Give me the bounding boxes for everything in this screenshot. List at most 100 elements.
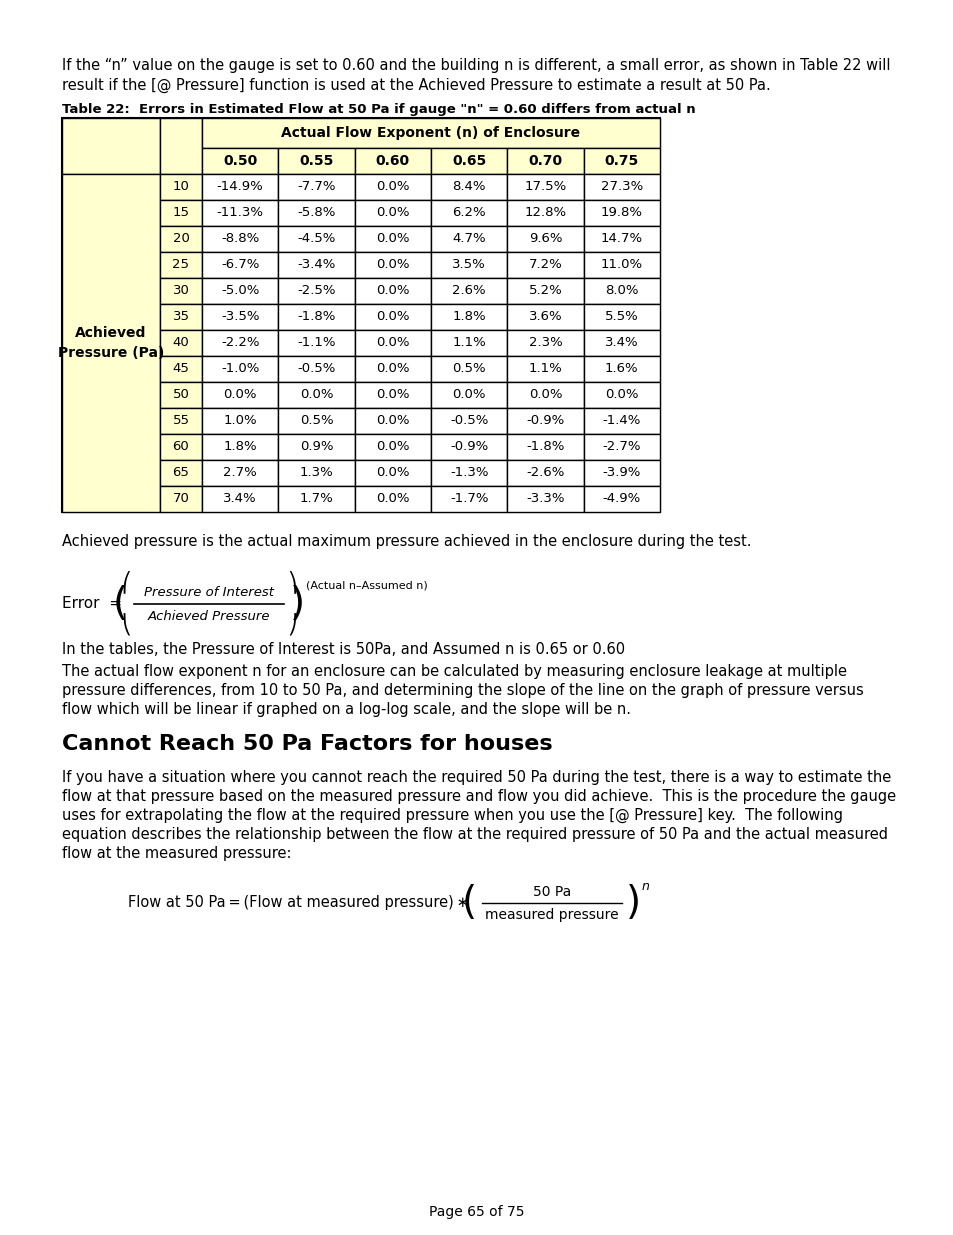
Text: 0.0%: 0.0%: [375, 363, 409, 375]
Text: 5.5%: 5.5%: [604, 310, 639, 324]
Text: -2.7%: -2.7%: [602, 441, 640, 453]
Bar: [583, 459, 659, 487]
Text: -1.8%: -1.8%: [297, 310, 335, 324]
Text: -0.5%: -0.5%: [450, 415, 488, 427]
Bar: [160, 356, 202, 382]
Bar: [202, 148, 278, 174]
Bar: [583, 200, 659, 226]
Text: 3.4%: 3.4%: [223, 493, 256, 505]
Bar: [431, 304, 507, 330]
Text: 7.2%: 7.2%: [528, 258, 561, 272]
Text: 2.7%: 2.7%: [223, 467, 256, 479]
Text: equation describes the relationship between the flow at the required pressure of: equation describes the relationship betw…: [62, 827, 887, 842]
Bar: [278, 487, 355, 513]
Bar: [507, 252, 583, 278]
Text: 0.60: 0.60: [375, 154, 410, 168]
Bar: [583, 382, 659, 408]
Bar: [160, 226, 202, 252]
Bar: [278, 330, 355, 356]
Text: -8.8%: -8.8%: [221, 232, 259, 246]
Text: 0.0%: 0.0%: [604, 389, 638, 401]
Text: 8.4%: 8.4%: [452, 180, 485, 194]
Bar: [278, 252, 355, 278]
Text: 10: 10: [172, 180, 190, 194]
Bar: [202, 330, 278, 356]
Bar: [507, 304, 583, 330]
Text: -3.4%: -3.4%: [297, 258, 335, 272]
Text: flow which will be linear if graphed on a log-log scale, and the slope will be n: flow which will be linear if graphed on …: [62, 701, 630, 718]
Bar: [583, 304, 659, 330]
Bar: [202, 356, 278, 382]
Text: -3.5%: -3.5%: [221, 310, 259, 324]
Bar: [431, 252, 507, 278]
Text: 8.0%: 8.0%: [604, 284, 638, 298]
Text: 11.0%: 11.0%: [600, 258, 642, 272]
Text: -4.9%: -4.9%: [602, 493, 640, 505]
Text: 50 Pa: 50 Pa: [533, 885, 571, 899]
Bar: [355, 174, 431, 200]
Text: 40: 40: [172, 336, 190, 350]
Text: 0.0%: 0.0%: [375, 493, 409, 505]
Bar: [202, 433, 278, 459]
Bar: [278, 459, 355, 487]
Bar: [583, 252, 659, 278]
Bar: [202, 252, 278, 278]
Bar: [355, 330, 431, 356]
Text: 0.0%: 0.0%: [375, 415, 409, 427]
Bar: [431, 278, 507, 304]
Bar: [278, 278, 355, 304]
Bar: [278, 148, 355, 174]
Text: 3.6%: 3.6%: [528, 310, 561, 324]
Text: 14.7%: 14.7%: [600, 232, 642, 246]
Text: uses for extrapolating the flow at the required pressure when you use the [@ Pre: uses for extrapolating the flow at the r…: [62, 808, 842, 824]
Text: 0.0%: 0.0%: [299, 389, 333, 401]
Text: 30: 30: [172, 284, 190, 298]
Bar: [507, 459, 583, 487]
Bar: [202, 459, 278, 487]
Bar: [202, 408, 278, 433]
Text: flow at that pressure based on the measured pressure and flow you did achieve.  : flow at that pressure based on the measu…: [62, 789, 895, 804]
Bar: [583, 226, 659, 252]
Bar: [355, 433, 431, 459]
Text: 65: 65: [172, 467, 190, 479]
Bar: [355, 252, 431, 278]
Text: 0.0%: 0.0%: [375, 284, 409, 298]
Text: If you have a situation where you cannot reach the required 50 Pa during the tes: If you have a situation where you cannot…: [62, 769, 890, 785]
Text: Table 22:  Errors in Estimated Flow at 50 Pa if gauge "n" = 0.60 differs from ac: Table 22: Errors in Estimated Flow at 50…: [62, 103, 695, 116]
Text: -7.7%: -7.7%: [297, 180, 335, 194]
Bar: [278, 174, 355, 200]
Text: -14.9%: -14.9%: [216, 180, 263, 194]
Bar: [355, 487, 431, 513]
Text: 6.2%: 6.2%: [452, 206, 485, 220]
Bar: [202, 226, 278, 252]
Text: 0.75: 0.75: [604, 154, 639, 168]
Bar: [431, 174, 507, 200]
Bar: [160, 278, 202, 304]
Text: Achieved Pressure: Achieved Pressure: [148, 610, 270, 624]
Bar: [278, 356, 355, 382]
Text: ): ): [625, 884, 640, 923]
Text: -1.0%: -1.0%: [221, 363, 259, 375]
Bar: [431, 408, 507, 433]
Text: ⎞
⎠: ⎞ ⎠: [287, 572, 296, 636]
Bar: [160, 487, 202, 513]
Text: flow at the measured pressure:: flow at the measured pressure:: [62, 846, 292, 861]
Text: 50: 50: [172, 389, 190, 401]
Text: 60: 60: [172, 441, 190, 453]
Bar: [278, 408, 355, 433]
Text: 0.5%: 0.5%: [299, 415, 333, 427]
Bar: [160, 433, 202, 459]
Bar: [507, 174, 583, 200]
Text: 1.0%: 1.0%: [223, 415, 256, 427]
Bar: [507, 382, 583, 408]
Bar: [160, 408, 202, 433]
Bar: [431, 330, 507, 356]
Text: -6.7%: -6.7%: [221, 258, 259, 272]
Bar: [202, 278, 278, 304]
Text: 0.0%: 0.0%: [528, 389, 561, 401]
Bar: [278, 200, 355, 226]
Text: (Actual n–Assumed n): (Actual n–Assumed n): [306, 580, 427, 592]
Text: The actual flow exponent n for an enclosure can be calculated by measuring enclo: The actual flow exponent n for an enclos…: [62, 664, 846, 679]
Text: result if the [@ Pressure] function is used at the Achieved Pressure to estimate: result if the [@ Pressure] function is u…: [62, 78, 770, 93]
Bar: [583, 408, 659, 433]
